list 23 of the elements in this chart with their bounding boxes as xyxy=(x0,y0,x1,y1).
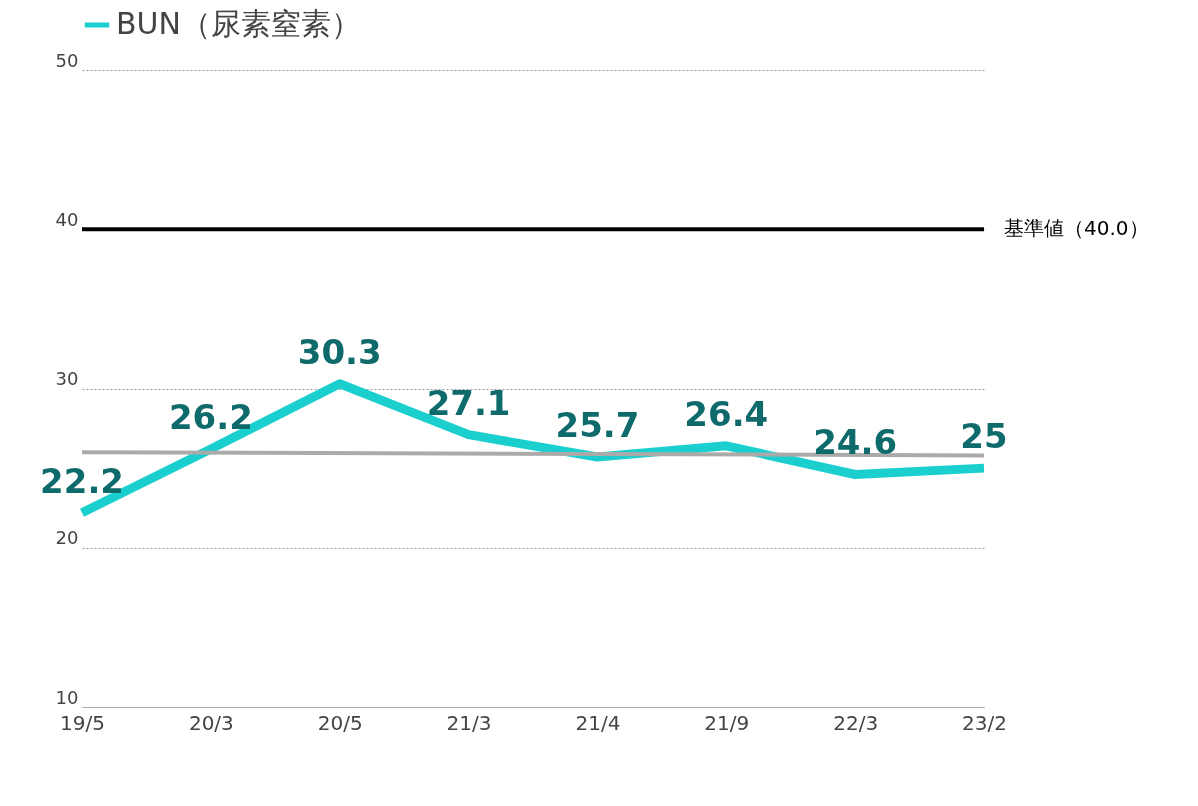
x-tick-label: 19/5 xyxy=(60,710,105,735)
x-tick-label: 22/3 xyxy=(833,710,879,735)
data-label: 26.2 xyxy=(168,397,253,438)
y-tick-label: 50 xyxy=(55,49,79,71)
y-tick-label: 10 xyxy=(55,686,79,708)
data-label: 30.3 xyxy=(297,331,382,372)
y-tick-label: 20 xyxy=(55,527,79,549)
y-tick-label: 40 xyxy=(55,208,79,230)
data-label: 22.2 xyxy=(40,460,124,501)
x-tick-label: 21/9 xyxy=(704,710,750,735)
y-tick-label: 30 xyxy=(55,368,79,389)
data-label: 27.1 xyxy=(426,382,511,423)
data-label: 26.4 xyxy=(684,393,769,434)
x-tick-label: 21/3 xyxy=(446,710,492,735)
x-tick-label: 20/5 xyxy=(317,710,363,735)
x-tick-label: 20/3 xyxy=(188,710,234,735)
data-label: 25.7 xyxy=(555,404,640,445)
x-tick-label: 21/4 xyxy=(575,710,621,735)
data-label: 24.6 xyxy=(813,422,898,463)
data-label: 25 xyxy=(960,416,1008,457)
legend-label: BUN（尿素窒素） xyxy=(116,6,361,41)
ref-line-label: 基準値（40.0） xyxy=(1004,216,1149,241)
x-tick-label: 23/2 xyxy=(962,710,1007,735)
